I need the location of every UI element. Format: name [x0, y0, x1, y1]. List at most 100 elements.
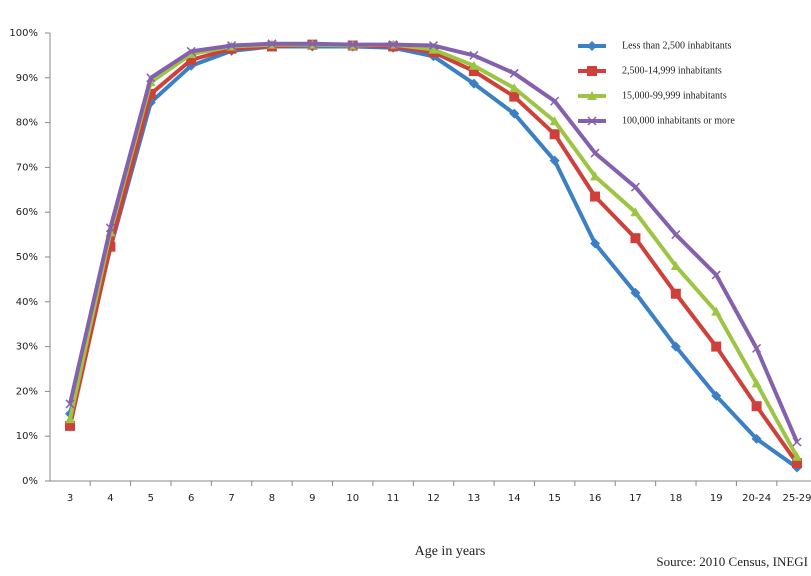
series-line: [68, 41, 799, 443]
y-tick-label: 10%: [16, 431, 38, 442]
data-point: [711, 341, 722, 352]
legend-marker: [587, 91, 597, 100]
data-point: [509, 91, 520, 102]
y-tick-label: 30%: [16, 342, 38, 353]
x-tick-label: 5: [148, 493, 154, 504]
data-point: [145, 88, 156, 99]
data-point: [388, 40, 398, 50]
data-point: [186, 46, 196, 56]
data-point: [186, 60, 197, 71]
data-point: [267, 39, 277, 49]
data-point: [670, 288, 681, 299]
data-point: [590, 191, 601, 202]
x-tick-label: 14: [508, 493, 521, 504]
source-note: Source: 2010 Census, INEGI: [656, 554, 808, 569]
data-point: [630, 233, 641, 244]
y-tick-label: 80%: [16, 118, 38, 129]
data-point: [711, 306, 722, 316]
x-tick-label: 8: [269, 493, 275, 504]
data-point: [590, 238, 601, 249]
y-tick-label: 20%: [16, 386, 38, 397]
series-line: [68, 42, 799, 458]
data-point: [105, 241, 116, 252]
data-point: [792, 451, 802, 461]
data-point: [549, 155, 560, 166]
x-tick-label: 25-29: [782, 493, 811, 504]
x-tick-label: 6: [188, 493, 194, 504]
data-point: [549, 116, 560, 126]
x-tick-label: 20-24: [742, 493, 771, 504]
series: [65, 39, 802, 469]
y-tick-label: 90%: [16, 73, 38, 84]
x-tick-label: 7: [228, 493, 234, 504]
x-tick-label: 12: [427, 493, 440, 504]
x-tick-label: 4: [107, 493, 113, 504]
x-tick-label: 10: [346, 493, 359, 504]
data-point: [428, 41, 439, 51]
x-axis-label: Age in years: [415, 544, 486, 559]
data-point: [468, 60, 479, 70]
data-point: [670, 341, 681, 352]
data-point: [792, 437, 802, 447]
data-point: [105, 223, 115, 233]
series: [65, 41, 802, 473]
data-point: [509, 108, 520, 119]
legend-label: 2,500-14,999 inhabitants: [622, 65, 722, 76]
x-tick-label: 16: [589, 493, 602, 504]
legend-label: Less than 2,500 inhabitants: [622, 40, 732, 51]
data-point: [590, 171, 601, 181]
data-point: [550, 96, 560, 106]
series-line: [68, 44, 799, 470]
x-tick-label: 13: [468, 493, 481, 504]
data-point: [751, 401, 762, 412]
legend-marker: [587, 41, 597, 51]
x-tick-label: 19: [710, 493, 723, 504]
data-point: [348, 40, 358, 50]
data-point: [307, 39, 317, 49]
y-tick-label: 50%: [16, 252, 38, 263]
x-tick-label: 17: [629, 493, 642, 504]
data-point: [630, 207, 641, 217]
data-point: [671, 230, 681, 240]
data-point: [65, 420, 75, 431]
data-point: [509, 68, 519, 78]
data-point: [469, 50, 479, 60]
data-point: [428, 44, 439, 54]
x-tick-label: 11: [387, 493, 400, 504]
data-point: [711, 270, 721, 280]
legend-marker: [587, 66, 597, 76]
legend-label: 15,000-99,999 inhabitants: [622, 90, 727, 101]
data-point: [751, 378, 762, 388]
y-tick-label: 40%: [16, 297, 38, 308]
data-point: [468, 66, 479, 77]
data-point: [549, 129, 560, 140]
y-tick-label: 0%: [22, 476, 38, 487]
y-tick-label: 70%: [16, 162, 38, 173]
y-tick-label: 60%: [16, 207, 38, 218]
series-line: [68, 42, 799, 465]
data-point: [590, 148, 600, 158]
data-point: [630, 287, 641, 298]
series: [65, 39, 802, 447]
data-point: [227, 41, 237, 51]
data-point: [751, 433, 762, 444]
legend-label: 100,000 inhabitants or more: [622, 115, 735, 126]
x-tick-label: 3: [67, 493, 73, 504]
data-point: [65, 414, 75, 424]
data-point: [711, 390, 722, 401]
y-tick-label: 100%: [9, 28, 38, 39]
data-point: [670, 260, 681, 270]
data-point: [630, 182, 640, 192]
data-point: [186, 54, 197, 65]
data-point: [752, 343, 762, 353]
x-tick-label: 18: [669, 493, 682, 504]
legend: Less than 2,500 inhabitants 2,500-14,999 …: [578, 40, 735, 126]
data-point: [65, 399, 75, 409]
data-point: [146, 73, 156, 83]
x-tick-label: 9: [309, 493, 315, 504]
data-point: [468, 78, 479, 89]
legend-marker: [587, 116, 597, 126]
data-point: [792, 458, 802, 469]
